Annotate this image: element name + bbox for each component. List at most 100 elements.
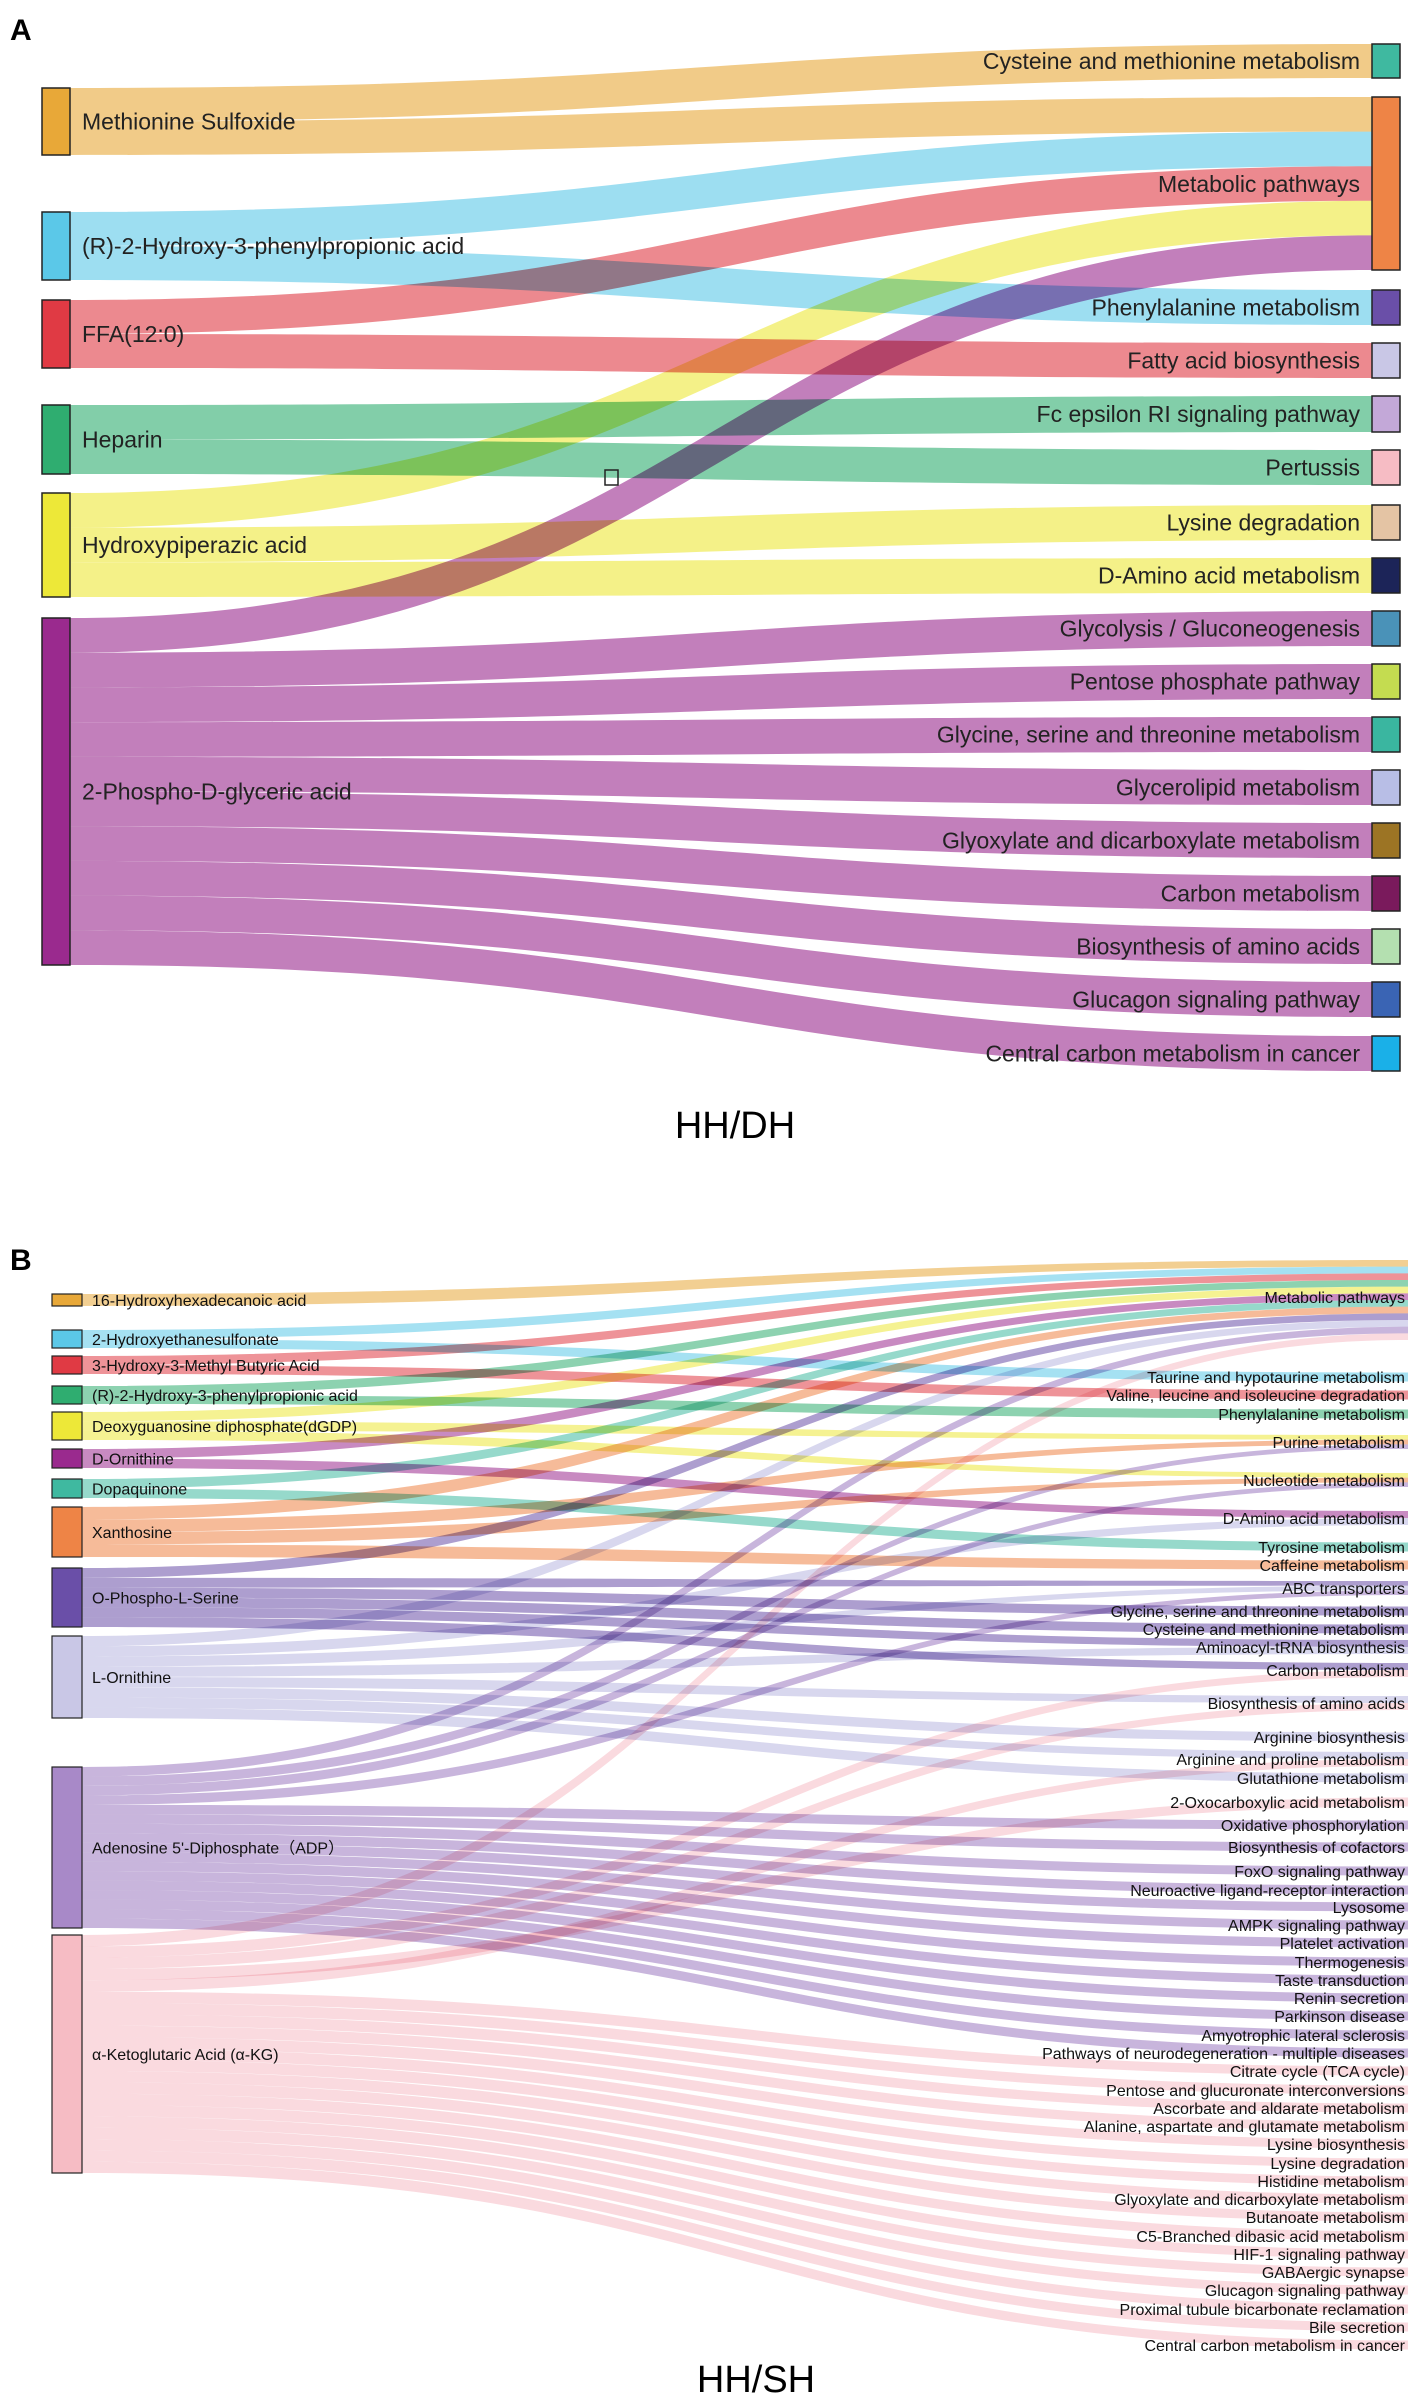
target-node-pentose-phosphate-pathway <box>1371 663 1401 700</box>
target-label-glycine-serine-and-threonine-metabolism: Glycine, serine and threonine metabolism <box>1111 1604 1405 1621</box>
target-label-caffeine-metabolism: Caffeine metabolism <box>1259 1558 1405 1575</box>
flow-methionine-sulfoxide-to-cysteine-and-methionine-metabolism <box>70 44 1372 122</box>
target-label-pentose-phosphate-pathway: Pentose phosphate pathway <box>1070 669 1361 695</box>
target-label-arginine-and-proline-metabolism: Arginine and proline metabolism <box>1176 1752 1405 1769</box>
flow-adenosine-5-diphosphate-adp-to-pathways-of-neurodegeneration-multiple-diseases <box>82 1918 1408 2058</box>
panel-a-caption: HH/DH <box>675 1105 795 1147</box>
flow-ketoglutaric-acid-kg-to-central-carbon-metabolism-in-cancer <box>82 2161 1408 2350</box>
source-label-ketoglutaric-acid-kg: α-Ketoglutaric Acid (α-KG) <box>92 2047 279 2064</box>
flow-adenosine-5-diphosphate-adp-to-renin-secretion <box>82 1890 1408 2003</box>
target-label-arginine-biosynthesis: Arginine biosynthesis <box>1254 1730 1405 1747</box>
flow-hydroxypiperazic-acid-to-metabolic-pathways <box>70 200 1372 528</box>
target-label-glucagon-signaling-pathway: Glucagon signaling pathway <box>1072 987 1360 1013</box>
flow-2-phospho-d-glyceric-acid-to-glycolysis-gluconeogenesis <box>70 611 1372 688</box>
flow-ketoglutaric-acid-kg-to-lysine-degradation <box>82 2048 1408 2168</box>
source-node-d-ornithine <box>51 1448 83 1469</box>
flow-heparin-to-fc-epsilon-ri-signaling-pathway <box>70 396 1372 440</box>
source-node-o-phospho-l-serine <box>51 1567 83 1628</box>
flow-deoxyguanosine-diphosphate-dgdp-to-purine-metabolism <box>82 1421 1408 1440</box>
flow-ketoglutaric-acid-kg-to-proximal-tubule-bicarbonate-reclamation <box>82 2139 1408 2314</box>
source-label-l-ornithine: L-Ornithine <box>92 1670 171 1687</box>
source-node-dopaquinone <box>51 1478 83 1499</box>
target-label-cysteine-and-methionine-metabolism: Cysteine and methionine metabolism <box>983 48 1360 74</box>
target-node-d-amino-acid-metabolism <box>1371 557 1401 594</box>
flow-ketoglutaric-acid-kg-to-bile-secretion <box>82 2150 1408 2332</box>
flow-hydroxypiperazic-acid-to-lysine-degradation <box>70 505 1372 563</box>
panel-b-nodes: 16-Hydroxyhexadecanoic acid 2-Hydroxyetha… <box>51 1290 1406 2355</box>
flow-xanthosine-to-nucleotide-metabolism <box>82 1477 1408 1545</box>
target-node-central-carbon-metabolism-in-cancer <box>1371 1035 1401 1072</box>
target-label-gabaergic-synapse: GABAergic synapse <box>1262 2265 1405 2282</box>
target-node-biosynthesis-of-amino-acids <box>1371 928 1401 965</box>
source-label-hydroxypiperazic-acid: Hydroxypiperazic acid <box>82 532 307 558</box>
panel-b-label: B <box>10 1244 32 1277</box>
target-label-fc-epsilon-ri-signaling-pathway: Fc epsilon RI signaling pathway <box>1037 401 1361 427</box>
target-label-phenylalanine-metabolism: Phenylalanine metabolism <box>1092 295 1361 321</box>
flow-ffa-12-0-to-metabolic-pathways <box>70 166 1372 334</box>
flow-adenosine-5-diphosphate-adp-to-amyotrophic-lateral-sclerosis <box>82 1909 1408 2040</box>
target-label-lysine-biosynthesis: Lysine biosynthesis <box>1267 2137 1405 2154</box>
source-node-xanthosine <box>51 1506 83 1558</box>
source-label-xanthosine: Xanthosine <box>92 1525 172 1542</box>
flow-ketoglutaric-acid-kg-to-alanine-aspartate-and-glutamate-metabolism <box>82 2025 1408 2131</box>
panel-b: B 16-Hydroxyhexadecanoic acid 2-Hydroxyet… <box>10 1244 1408 2401</box>
source-label-methionine-sulfoxide: Methionine Sulfoxide <box>82 109 296 135</box>
target-node-fatty-acid-biosynthesis <box>1371 342 1401 379</box>
flow-ketoglutaric-acid-kg-to-citrate-cycle-tca-cycle <box>82 1991 1408 2076</box>
target-label-citrate-cycle-tca-cycle: Citrate cycle (TCA cycle) <box>1230 2064 1405 2081</box>
target-label-proximal-tubule-bicarbonate-reclamation: Proximal tubule bicarbonate reclamation <box>1120 2302 1405 2319</box>
target-label-taste-transduction: Taste transduction <box>1275 1973 1405 1990</box>
target-label-lysine-degradation: Lysine degradation <box>1270 2156 1405 2173</box>
target-label-glycine-serine-and-threonine-metabolism: Glycine, serine and threonine metabolism <box>937 722 1360 748</box>
source-node-deoxyguanosine-diphosphate-dgdp <box>51 1411 83 1441</box>
source-node-methionine-sulfoxide <box>41 87 71 156</box>
flow-deoxyguanosine-diphosphate-dgdp-to-nucleotide-metabolism <box>82 1430 1408 1478</box>
source-label-o-phospho-l-serine: O-Phospho-L-Serine <box>92 1591 239 1608</box>
flow-adenosine-5-diphosphate-adp-to-taste-transduction <box>82 1880 1408 1985</box>
flow-2-phospho-d-glyceric-acid-to-pentose-phosphate-pathway <box>70 664 1372 723</box>
target-label-parkinson-disease: Parkinson disease <box>1274 2009 1405 2026</box>
target-label-d-amino-acid-metabolism: D-Amino acid metabolism <box>1223 1511 1405 1528</box>
flow-o-phospho-l-serine-to-carbon-metabolism <box>82 1617 1408 1670</box>
source-label-heparin: Heparin <box>82 427 163 453</box>
flow-2-phospho-d-glyceric-acid-to-metabolic-pathways <box>70 235 1372 653</box>
target-node-glycolysis-gluconeogenesis <box>1371 610 1401 647</box>
panel-a-label: A <box>10 14 32 47</box>
target-label-histidine-metabolism: Histidine metabolism <box>1257 2174 1405 2191</box>
source-node-l-ornithine <box>51 1635 83 1719</box>
target-label-pertussis: Pertussis <box>1265 455 1360 481</box>
flow-2-hydroxyethanesulfonate-to-metabolic-pathways <box>82 1266 1408 1339</box>
panel-b-caption: HH/SH <box>697 2359 815 2401</box>
target-label-glyoxylate-and-dicarboxylate-metabolism: Glyoxylate and dicarboxylate metabolism <box>942 828 1360 854</box>
target-label-central-carbon-metabolism-in-cancer: Central carbon metabolism in cancer <box>1144 2338 1405 2355</box>
flow-dopaquinone-to-metabolic-pathways <box>82 1300 1408 1489</box>
target-node-pertussis <box>1371 449 1401 486</box>
flow-2-phospho-d-glyceric-acid-to-glycine-serine-and-threonine-metabolism <box>70 717 1372 757</box>
flow-ketoglutaric-acid-kg-to-biosynthesis-of-amino-acids <box>82 1703 1408 1969</box>
target-label-neuroactive-ligand-receptor-interaction: Neuroactive ligand-receptor interaction <box>1130 1883 1405 1900</box>
flow-xanthosine-to-metabolic-pathways <box>82 1306 1408 1520</box>
target-label-oxidative-phosphorylation: Oxidative phosphorylation <box>1221 1818 1405 1835</box>
flow-ketoglutaric-acid-kg-to-metabolic-pathways <box>82 1333 1408 1947</box>
target-label-glutathione-metabolism: Glutathione metabolism <box>1237 1771 1405 1788</box>
target-label-ampk-signaling-pathway: AMPK signaling pathway <box>1228 1918 1405 1935</box>
source-node-3-hydroxy-3-methyl-butyric-acid <box>51 1355 83 1375</box>
target-label-foxo-signaling-pathway: FoxO signaling pathway <box>1234 1864 1405 1881</box>
target-label-metabolic-pathways: Metabolic pathways <box>1158 171 1360 197</box>
target-label-d-amino-acid-metabolism: D-Amino acid metabolism <box>1098 563 1360 589</box>
flow-ketoglutaric-acid-kg-to-glucagon-signaling-pathway <box>82 2127 1408 2295</box>
flow-d-ornithine-to-metabolic-pathways <box>82 1293 1408 1459</box>
flow-adenosine-5-diphosphate-adp-to-neuroactive-ligand-receptor-interaction <box>82 1833 1408 1895</box>
flow-2-phospho-d-glyceric-acid-to-central-carbon-metabolism-in-cancer <box>70 930 1372 1071</box>
target-label-lysosome: Lysosome <box>1333 1900 1405 1917</box>
flow-ketoglutaric-acid-kg-to-pentose-and-glucuronate-interconversions <box>82 2003 1408 2095</box>
target-node-phenylalanine-metabolism <box>1371 289 1401 326</box>
source-label-dopaquinone: Dopaquinone <box>92 1482 187 1499</box>
target-label-alanine-aspartate-and-glutamate-metabolism: Alanine, aspartate and glutamate metabol… <box>1084 2119 1405 2136</box>
panel-a-nodes: Methionine Sulfoxide (R)-2-Hydroxy-3-phen… <box>41 43 1401 1072</box>
source-node-hydroxypiperazic-acid <box>41 492 71 598</box>
flow-ketoglutaric-acid-kg-to-gabaergic-synapse <box>82 2116 1408 2277</box>
flow-methionine-sulfoxide-to-metabolic-pathways <box>70 97 1372 155</box>
target-label-c5-branched-dibasic-acid-metabolism: C5-Branched dibasic acid metabolism <box>1136 2229 1405 2246</box>
